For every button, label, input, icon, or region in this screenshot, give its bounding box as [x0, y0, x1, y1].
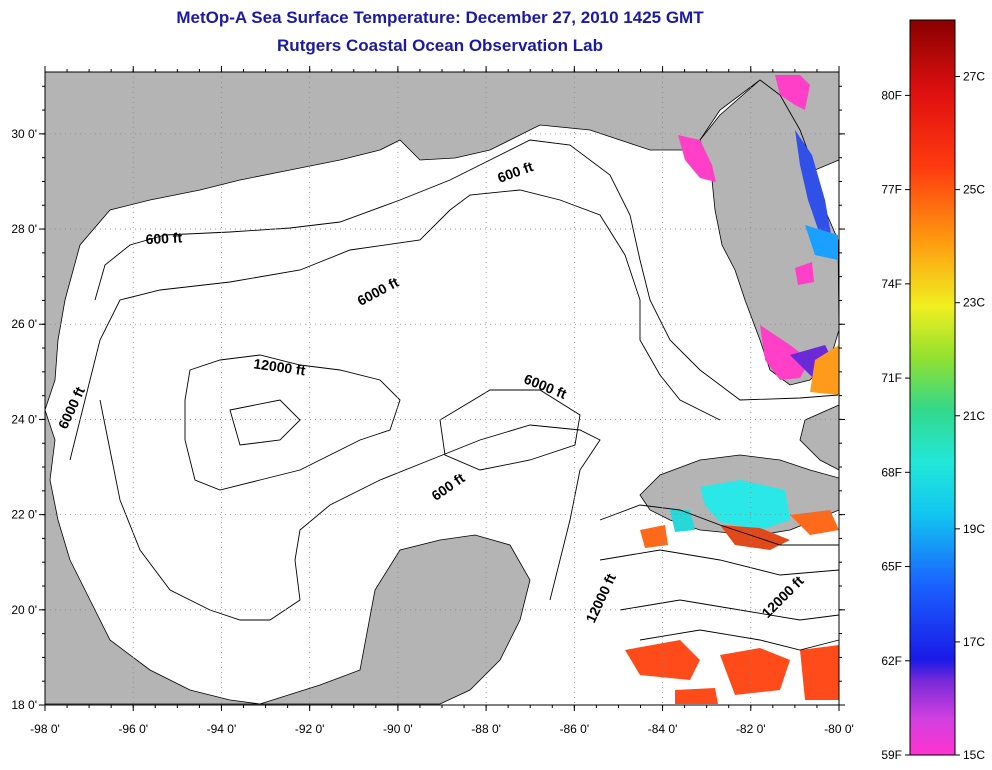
sst-patch-caribbean-2: [625, 640, 700, 680]
sst-patch-cuba-west: [700, 480, 790, 530]
colorbar-f-label: 62F: [881, 654, 902, 668]
sst-patches: [625, 75, 839, 704]
colorbar-f-label: 74F: [881, 277, 902, 291]
axis-ticks: -98 0' -96 0' -94 0' -92 0' -90 0' -88 0' -86 …: [11, 66, 854, 736]
contour-cayman-1: [599, 549, 840, 576]
colorbar-c-label: 25C: [963, 183, 985, 197]
lat-tick-label: 30 0': [11, 127, 37, 141]
colorbar-c-label: 27C: [963, 70, 985, 84]
contour-600ft-south: [99, 399, 601, 621]
lat-tick-label: 20 0': [11, 603, 37, 617]
colorbar-f-label: 68F: [881, 465, 902, 479]
contour-label: 12000 ft: [253, 355, 307, 378]
sst-patch-sw-florida: [760, 325, 810, 380]
colorbar-c-label: 19C: [963, 522, 985, 536]
colorbar-gradient: [909, 19, 956, 756]
colorbar-c-label: 21C: [963, 409, 985, 423]
colorbar-f-label: 59F: [881, 748, 902, 762]
lat-tick-label: 26 0': [11, 317, 37, 331]
yucatan: [259, 534, 531, 705]
lon-tick-label: -96 0': [118, 722, 148, 736]
sst-patch-ne-florida: [775, 75, 810, 110]
lon-tick-label: -86 0': [560, 722, 590, 736]
sst-patch-yucatan-channel: [640, 525, 668, 548]
lon-tick-label: -84 0': [648, 722, 678, 736]
sst-patch-caribbean-4: [800, 645, 839, 700]
colorbar-f-label: 77F: [881, 183, 902, 197]
lat-tick-label: 18 0': [11, 698, 37, 712]
contour-12000ft-central: [184, 354, 401, 491]
colorbar-f-label: 80F: [881, 88, 902, 102]
graticule: [45, 72, 839, 705]
lat-tick-label: 22 0': [11, 508, 37, 522]
contour-inner-1: [229, 399, 301, 446]
bahamas-land: [799, 404, 840, 471]
colorbar-c-label: 15C: [963, 748, 985, 762]
contour-12000ft-east: [439, 389, 581, 471]
sst-patch-caribbean-1: [790, 510, 839, 535]
contour-label: 600 ft: [145, 229, 183, 247]
lon-tick-label: -80 0': [824, 722, 854, 736]
lat-tick-label: 28 0': [11, 222, 37, 236]
colorbar-f-label: 71F: [881, 371, 902, 385]
sst-patch-cuba-small: [670, 510, 695, 532]
lon-tick-label: -94 0': [207, 722, 237, 736]
lon-tick-label: -82 0': [736, 722, 766, 736]
contour-cayman-3: [639, 629, 840, 651]
lon-tick-label: -98 0': [30, 722, 60, 736]
colorbar-c-label: 23C: [963, 296, 985, 310]
sst-patch-east-florida-2: [805, 225, 838, 260]
lat-tick-label: 24 0': [11, 412, 37, 426]
sst-patch-caribbean-5: [675, 688, 718, 704]
sst-patch-caribbean-3: [720, 648, 790, 695]
lon-tick-label: -88 0': [471, 722, 501, 736]
colorbar-f-label: 65F: [881, 560, 902, 574]
colorbar-ticks: 80F 77F 74F 71F 68F 65F 62F 59F 27C 25C 23C 21C 19C 1…: [881, 70, 985, 762]
lon-tick-label: -92 0': [295, 722, 325, 736]
sst-patch-keys-warm: [810, 345, 839, 395]
contour-6000ft: [69, 189, 721, 461]
colorbar-c-label: 17C: [963, 635, 985, 649]
bathymetry-contours: [69, 139, 840, 651]
sst-patch-lake: [795, 262, 814, 285]
contour-600ft-north: [94, 139, 839, 401]
lon-tick-label: -90 0': [383, 722, 413, 736]
contour-cuba-shelf: [599, 504, 839, 546]
map-subtitle: Rutgers Coastal Ocean Observation Lab: [277, 36, 603, 55]
map-title: MetOp-A Sea Surface Temperature: Decembe…: [176, 8, 704, 27]
sst-patch-panhandle: [678, 135, 716, 182]
sst-patch-east-florida: [795, 130, 832, 240]
